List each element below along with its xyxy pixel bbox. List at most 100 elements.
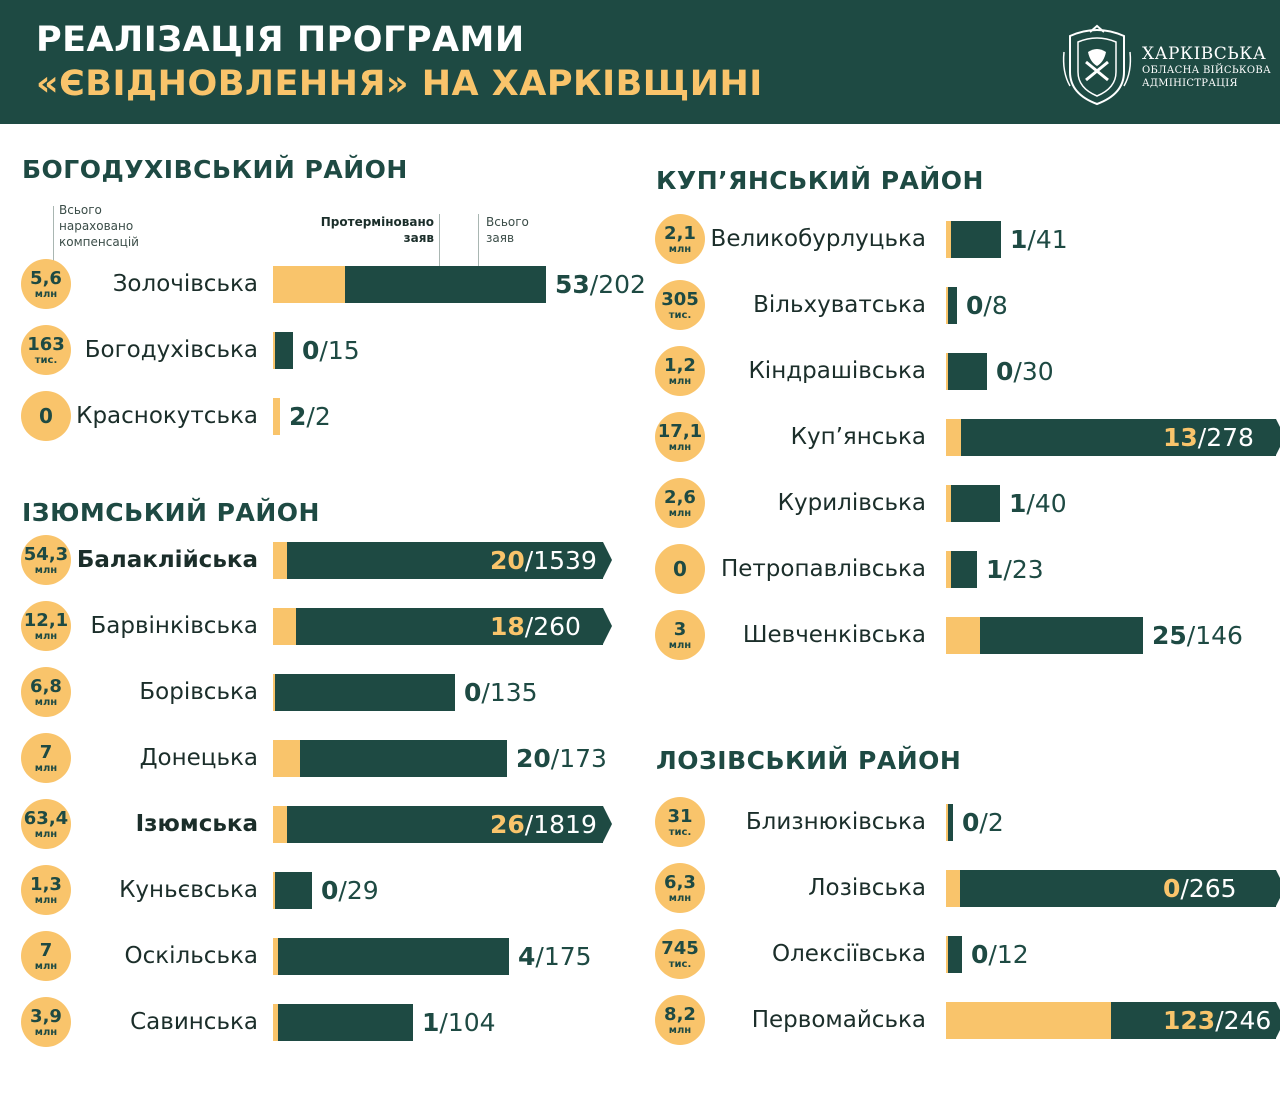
total-count: 104 — [447, 1008, 496, 1037]
overdue-count: 20 — [516, 744, 551, 773]
compensation-badge: 8,2 млн — [655, 995, 705, 1045]
label-separator: / — [1026, 489, 1035, 518]
compensation-badge: 2,1 млн — [655, 214, 705, 264]
label-separator: / — [1027, 225, 1036, 254]
label-separator: / — [589, 270, 599, 299]
overdue-bar-segment — [273, 872, 275, 909]
logo-line-1: ХАРКІВСЬКА — [1142, 44, 1267, 64]
bar-value-label: 123/246 — [1163, 1007, 1271, 1035]
legend-line-total — [478, 214, 479, 270]
compensation-badge: 31 тис. — [655, 797, 705, 847]
total-bar-segment — [275, 674, 455, 711]
community-row: 745 тис. Олексіївська 0/12 — [0, 929, 1280, 979]
community-row: 0 Краснокутська 2/2 — [0, 391, 1280, 441]
compensation-value: 6,8 — [30, 675, 62, 697]
compensation-badge: 1,2 млн — [655, 346, 705, 396]
community-row: 54,3 млн Балаклійська 20/1539 — [0, 535, 1280, 585]
community-row: 6,8 млн Борівська 0/135 — [0, 667, 1280, 717]
label-separator: / — [1013, 357, 1022, 386]
total-count: 278 — [1206, 423, 1254, 452]
bar-overflow-arrow — [603, 608, 612, 644]
total-count: 1819 — [533, 810, 597, 839]
overdue-count: 1 — [1009, 489, 1027, 518]
total-bar-segment — [960, 870, 1276, 907]
bar-value-label: 26/1819 — [490, 811, 597, 839]
community-name: Краснокутська — [76, 403, 258, 429]
compensation-value: 63,4 — [23, 807, 69, 829]
overdue-bar-segment — [273, 1004, 278, 1041]
label-separator: / — [524, 810, 534, 839]
community-row: 163 тис. Богодухівська 0/15 — [0, 325, 1280, 375]
total-count: 30 — [1021, 357, 1054, 386]
compensation-badge: 0 — [21, 391, 71, 441]
compensation-unit: млн — [34, 696, 58, 708]
community-row: 3,9 млн Савинська 1/104 — [0, 997, 1280, 1047]
legend-line-compensation — [53, 206, 54, 264]
community-name: Вільхуватська — [753, 292, 926, 318]
applications-bar — [273, 674, 455, 711]
district-title: ІЗЮМСЬКИЙ РАЙОН — [22, 498, 320, 527]
overdue-bar-segment — [273, 398, 280, 435]
applications-bar — [946, 551, 977, 588]
compensation-badge: 745 тис. — [655, 929, 705, 979]
community-name: Богодухівська — [84, 337, 258, 363]
overdue-bar-segment — [273, 266, 345, 303]
compensation-unit: млн — [34, 762, 58, 774]
overdue-count: 0 — [971, 940, 989, 969]
district-title: БОГОДУХІВСЬКИЙ РАЙОН — [22, 155, 408, 184]
community-name: Куньєвська — [119, 877, 258, 903]
bar-value-label: 53/202 — [555, 271, 646, 299]
community-name: Шевченківська — [742, 622, 926, 648]
total-bar-segment — [287, 542, 603, 579]
compensation-badge: 305 тис. — [655, 280, 705, 330]
community-row: 0 Петропавлівська 1/23 — [0, 544, 1280, 594]
overdue-count: 1 — [1010, 225, 1028, 254]
community-name: Ізюмська — [135, 811, 258, 837]
total-count: 15 — [327, 336, 360, 365]
overdue-count: 18 — [490, 612, 525, 641]
community-name: Курилівська — [777, 490, 926, 516]
overdue-bar-segment — [946, 870, 960, 907]
compensation-unit: млн — [668, 892, 692, 904]
compensation-badge: 5,6 млн — [21, 259, 71, 309]
total-bar-segment — [287, 806, 603, 843]
community-name: Великобурлуцька — [710, 226, 926, 252]
overdue-bar-segment — [273, 542, 287, 579]
community-row: 63,4 млн Ізюмська 26/1819 — [0, 799, 1280, 849]
total-bar-segment — [948, 353, 987, 390]
compensation-unit: млн — [34, 564, 58, 576]
applications-bar — [946, 804, 953, 841]
total-bar-segment — [278, 938, 509, 975]
community-name: Первомайська — [751, 1007, 926, 1033]
applications-bar — [273, 266, 546, 303]
overdue-bar-segment — [946, 485, 951, 522]
bar-value-label: 1/41 — [1010, 226, 1068, 254]
community-name: Кіндрашівська — [748, 358, 926, 384]
overdue-count: 26 — [490, 810, 525, 839]
overdue-bar-segment — [946, 551, 951, 588]
total-count: 29 — [346, 876, 379, 905]
total-count: 246 — [1223, 1006, 1272, 1035]
compensation-badge: 3,9 млн — [21, 997, 71, 1047]
compensation-value: 17,1 — [657, 420, 703, 442]
overdue-count: 0 — [464, 678, 482, 707]
label-separator: / — [1186, 621, 1196, 650]
label-separator: / — [524, 546, 534, 575]
total-bar-segment — [948, 804, 953, 841]
compensation-value: 54,3 — [23, 543, 69, 565]
total-count: 23 — [1011, 555, 1044, 584]
bar-value-label: 1/23 — [986, 556, 1044, 584]
community-row: 7 млн Оскільська 4/175 — [0, 931, 1280, 981]
total-count: 2 — [314, 402, 331, 431]
community-name: Донецька — [139, 745, 258, 771]
total-bar-segment — [278, 1004, 413, 1041]
compensation-badge: 3 млн — [655, 610, 705, 660]
compensation-value: 3,9 — [30, 1005, 62, 1027]
legend-line-overdue — [439, 214, 440, 270]
compensation-value: 7 — [39, 939, 53, 961]
compensation-unit: тис. — [668, 826, 692, 838]
district-title: ЛОЗІВСЬКИЙ РАЙОН — [656, 746, 962, 775]
overdue-bar-segment — [273, 332, 275, 369]
bar-overflow-arrow — [1276, 870, 1280, 906]
applications-bar — [946, 287, 957, 324]
